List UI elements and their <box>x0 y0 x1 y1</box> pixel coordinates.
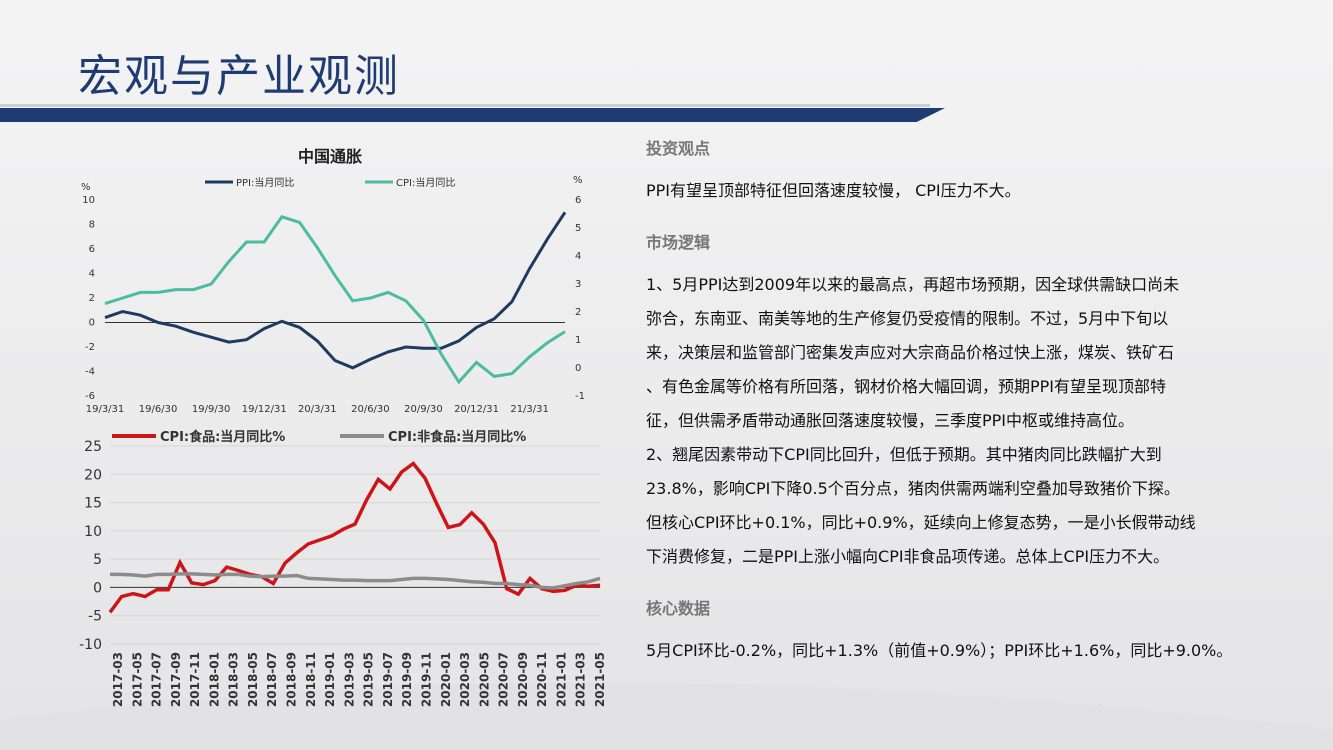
x-tick-label: 20/12/31 <box>454 404 499 415</box>
y-tick-label: 10 <box>84 524 102 540</box>
x-tick-label: 21/3/31 <box>510 404 549 415</box>
y-left-tick-label: 0 <box>89 318 95 329</box>
x-tick-label: 2020-03 <box>458 652 472 707</box>
x-tick-label: 20/3/31 <box>298 404 337 415</box>
core-data-text: 5月CPI环比-0.2%，同比+1.3%（前值+0.9%）；PPI环比+1.6%… <box>646 641 1233 660</box>
market-logic-line: 下消费修复，二是PPI上涨小幅向CPI非食品项传递。总体上CPI压力不大。 <box>646 547 1170 566</box>
y-tick-label: 20 <box>84 467 102 483</box>
legend-nonfood-label: CPI:非食品:当月同比% <box>388 429 526 445</box>
x-tick-label: 2019-07 <box>381 652 395 707</box>
legend-food-label: CPI:食品:当月同比% <box>160 429 285 445</box>
y-right-tick-label: -1 <box>575 391 585 402</box>
y-tick-label: 15 <box>84 496 102 512</box>
section-core-data-title: 核心数据 <box>646 599 711 618</box>
y-tick-label: -5 <box>88 609 102 625</box>
x-tick-label: 2018-07 <box>265 652 279 707</box>
y-left-tick-label: 6 <box>89 244 95 255</box>
y-left-tick-label: 8 <box>89 220 95 231</box>
x-tick-label: 2020-09 <box>516 652 530 707</box>
y-left-tick-label: -6 <box>85 391 95 402</box>
section-investment-view-title: 投资观点 <box>646 139 711 158</box>
legend-ppi-label: PPI:当月同比 <box>236 176 294 189</box>
y-tick-label: 25 <box>84 439 102 455</box>
market-logic-line: 征，但供需矛盾带动通胀回落速度较慢，三季度PPI中枢或维持高位。 <box>646 411 1135 430</box>
x-tick-label: 2018-05 <box>246 652 260 707</box>
y-left-tick-label: -4 <box>85 367 95 378</box>
market-logic-line: 1、5月PPI达到2009年以来的最高点，再超市场预期，因全球供需缺口尚未 <box>646 275 1180 294</box>
x-tick-label: 2019-05 <box>362 652 376 707</box>
legend-cpi-label: CPI:当月同比 <box>396 176 455 189</box>
y-left-tick-label: 4 <box>89 269 95 280</box>
y-right-tick-label: 2 <box>575 307 581 318</box>
market-logic-line: 来，决策层和监管部门密集发声应对大宗商品价格过快上涨，煤炭、铁矿石 <box>646 343 1175 362</box>
commentary-panel: 投资观点 PPI有望呈顶部特征但回落速度较慢， CPI压力不大。 市场逻辑 1、… <box>646 138 1306 668</box>
x-tick-label: 2017-09 <box>169 652 183 707</box>
y-right-tick-label: 3 <box>575 279 581 290</box>
x-tick-label: 19/9/30 <box>192 404 231 415</box>
y-right-tick-label: 1 <box>575 335 581 346</box>
x-tick-label: 2020-01 <box>439 652 453 707</box>
market-logic-line: 弥合，东南亚、南美等地的生产修复仍受疫情的限制。不过，5月中下旬以 <box>646 309 1169 328</box>
market-logic-line: 2、翘尾因素带动下CPI同比回升，但低于预期。其中猪肉同比跌幅扩大到 <box>646 445 1162 464</box>
x-tick-label: 2017-07 <box>150 652 164 707</box>
market-logic-line: 、有色金属等价格有所回落，钢材价格大幅回调，预期PPI有望呈现顶部特 <box>646 377 1167 396</box>
x-tick-label: 2019-09 <box>400 652 414 707</box>
chart1-title: 中国通胀 <box>298 147 362 166</box>
x-tick-label: 20/9/30 <box>404 404 443 415</box>
x-tick-label: 2020-11 <box>535 652 549 707</box>
x-tick-label: 2019-11 <box>419 652 433 707</box>
x-tick-label: 2020-07 <box>497 652 511 707</box>
chart-cpi-food-nonfood: CPI:食品:当月同比% CPI:非食品:当月同比% 25 20 15 10 5 0 -5 -… <box>79 429 607 707</box>
x-tick-label: 2017-11 <box>188 652 202 707</box>
y-left-tick-label: -2 <box>85 342 95 353</box>
y-right-tick-label: 0 <box>575 363 581 374</box>
market-logic-line: 但核心CPI环比+0.1%，同比+0.9%，延续向上修复态势，一是小长假带动线 <box>646 513 1196 532</box>
x-tick-label: 2018-01 <box>207 652 221 707</box>
y-left-tick-label: 2 <box>89 293 95 304</box>
x-tick-label: 19/12/31 <box>242 404 287 415</box>
left-unit-label: % <box>81 182 91 193</box>
x-tick-label: 2019-03 <box>342 652 356 707</box>
investment-view-text: PPI有望呈顶部特征但回落速度较慢， CPI压力不大。 <box>646 181 1021 200</box>
market-logic-line: 23.8%，影响CPI下降0.5个百分点，猪肉供需两端利空叠加导致猪价下探。 <box>646 479 1180 498</box>
x-tick-label: 2018-09 <box>285 652 299 707</box>
y-left-tick-label: 10 <box>82 195 95 206</box>
x-tick-label: 19/3/31 <box>86 404 125 415</box>
ppi-yoy-line <box>104 211 567 370</box>
x-tick-label: 2020-05 <box>477 652 491 707</box>
y-tick-label: 0 <box>93 580 102 596</box>
cpi-yoy-line <box>104 215 566 385</box>
right-unit-label: % <box>573 175 583 186</box>
x-tick-label: 20/6/30 <box>351 404 390 415</box>
page-title: 宏观与产业观测 <box>78 51 400 102</box>
x-tick-label: 2019-01 <box>323 652 337 707</box>
x-tick-label: 2021-05 <box>593 652 607 707</box>
y-right-tick-label: 5 <box>575 223 581 234</box>
y-tick-label: -10 <box>79 637 102 653</box>
y-tick-label: 5 <box>93 552 102 568</box>
x-tick-label: 19/6/30 <box>139 404 178 415</box>
cpi-nonfood-line <box>110 572 601 590</box>
section-market-logic-title: 市场逻辑 <box>646 233 711 252</box>
x-tick-label: 2021-01 <box>554 652 568 707</box>
y-right-tick-label: 6 <box>575 195 581 206</box>
title-underline-bar <box>0 108 945 122</box>
title-underline-thin <box>0 104 930 107</box>
y-right-tick-label: 4 <box>575 251 581 262</box>
chart-inflation: 中国通胀 PPI:当月同比 CPI:当月同比 % % 1086420-2-4-6… <box>81 147 585 415</box>
x-tick-label: 2017-05 <box>130 652 144 707</box>
cpi-food-line <box>108 461 601 614</box>
x-tick-label: 2018-11 <box>304 652 318 707</box>
x-tick-label: 2017-03 <box>111 652 125 707</box>
x-tick-label: 2021-03 <box>574 652 588 707</box>
x-tick-label: 2018-03 <box>227 652 241 707</box>
